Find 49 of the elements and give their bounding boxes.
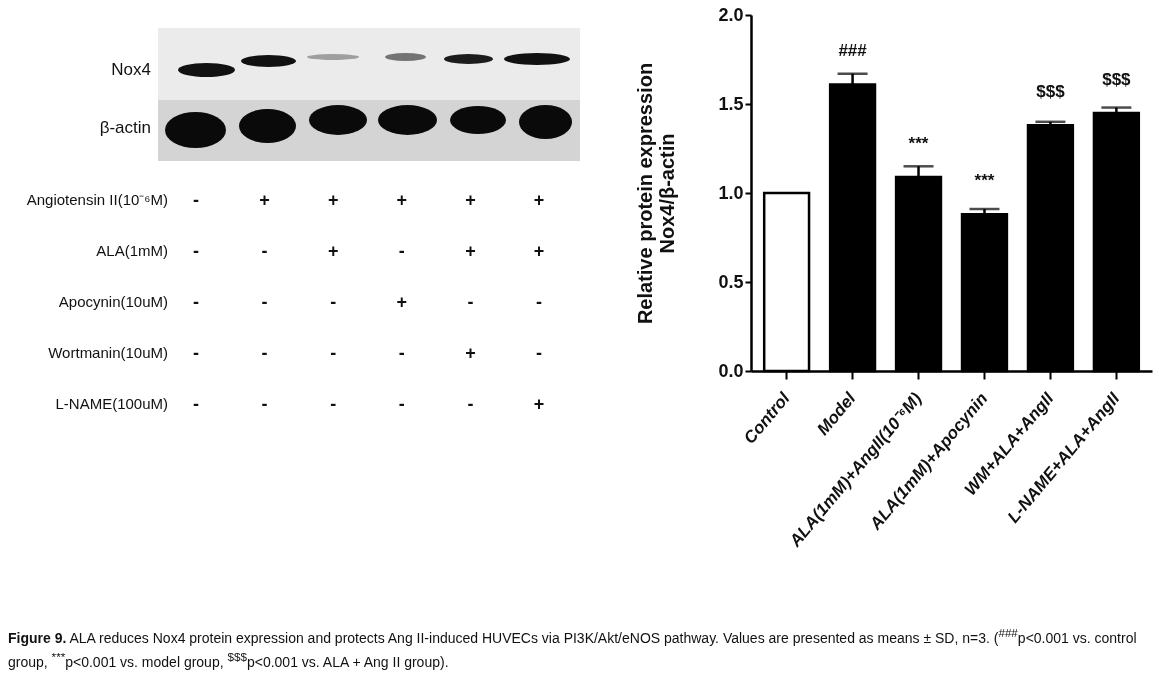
text: - [330, 394, 337, 414]
annotation: ### [838, 41, 868, 61]
text: + [259, 190, 270, 210]
text: - [398, 394, 405, 414]
text: + [465, 343, 476, 363]
text: + [465, 241, 476, 261]
annotation: $$$ [1102, 69, 1132, 89]
text: - [398, 241, 405, 261]
text: + [396, 190, 408, 210]
text: - [193, 343, 199, 363]
text: - [536, 292, 542, 312]
text: - [261, 343, 268, 363]
text: - [467, 292, 474, 312]
text: + [327, 241, 339, 261]
y-tick-label: 0.0 [718, 360, 744, 381]
text: + [327, 190, 339, 210]
text: - [261, 394, 268, 414]
category-label: Apocynin(10uM) [58, 293, 168, 310]
text: - [467, 394, 474, 414]
text: + [533, 190, 545, 210]
y-tick-label: 0.5 [718, 271, 744, 292]
text: Nox4 [111, 60, 151, 80]
text: + [533, 394, 545, 414]
category-label: Wortmanin(10uM) [48, 344, 168, 361]
y-tick-label: 1.0 [718, 182, 744, 203]
text: - [398, 343, 405, 363]
category-label: Angiotensin II(10⁻⁶M) [26, 191, 168, 208]
text: - [261, 292, 268, 312]
annotation: *** [908, 133, 929, 153]
text: - [193, 292, 199, 312]
text: + [396, 292, 408, 312]
text: - [330, 343, 337, 363]
category-label: L-NAME(100uM) [55, 395, 168, 412]
text: + [465, 190, 476, 210]
text: + [533, 241, 545, 261]
text: - [330, 292, 337, 312]
text: - [193, 190, 199, 210]
y-tick-label: 1.5 [718, 93, 744, 114]
text: - [193, 394, 199, 414]
text: - [536, 343, 542, 363]
y-axis-title: Relative protein expression Nox4/β-actin [634, 62, 679, 325]
annotation: $$$ [1036, 82, 1066, 102]
category-label: ALA(1mM) [96, 242, 168, 259]
text: Figure 9. ALA reduces Nox4 protein expression and protects Ang II-induced HUVECs via PI3K/Akt/eNOS pathway. Values are presented as means ± SD, n=3. ($^{###}$p<0.001 vs. control group, $^{***}$p<0.001 vs. model group, $^{$$$}$p<0.001 vs. ALA + Ang II group). [8, 626, 1137, 671]
y-tick-label: 2.0 [718, 4, 744, 25]
text: - [261, 241, 268, 261]
annotation: *** [974, 171, 995, 191]
text: - [193, 241, 199, 261]
text: β-actin [99, 118, 151, 138]
